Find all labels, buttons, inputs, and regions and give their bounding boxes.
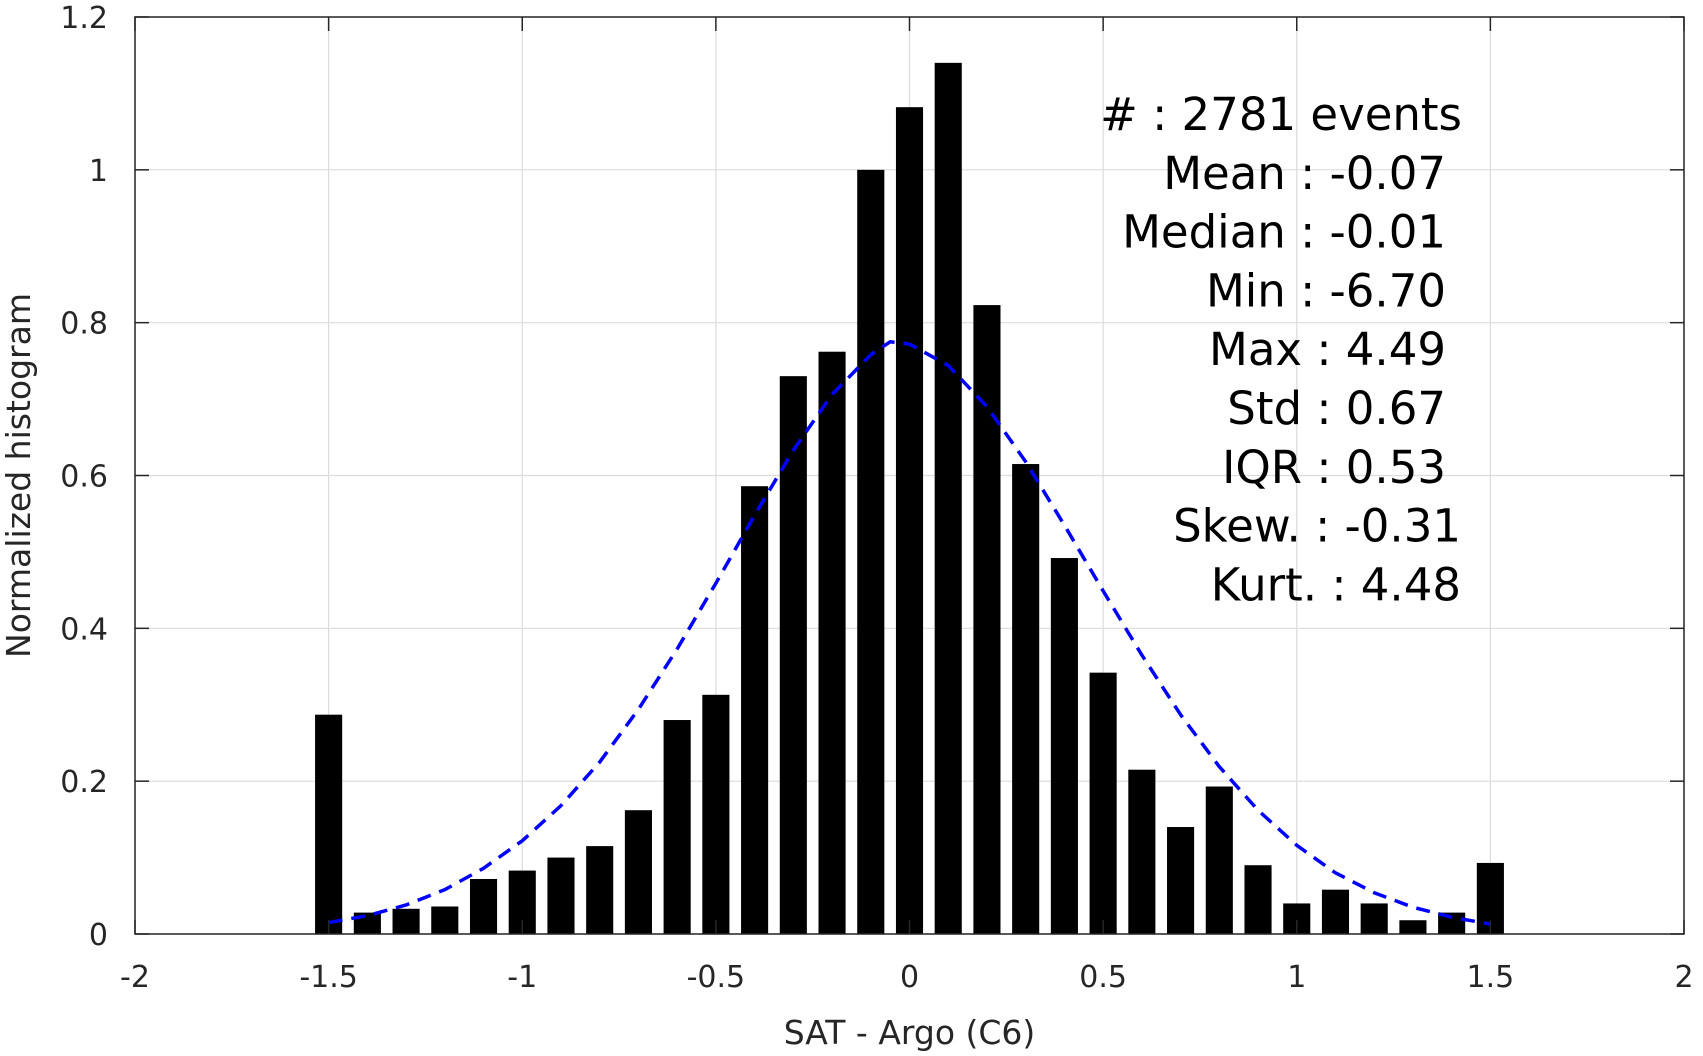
y-tick-label-6: 1.2 bbox=[60, 1, 108, 36]
y-tick-label-5: 1 bbox=[89, 154, 108, 189]
histogram-bar-24 bbox=[1244, 865, 1272, 934]
x-tick-label-4: 0 bbox=[900, 960, 919, 995]
histogram-bar-2 bbox=[392, 908, 420, 934]
x-tick-label-6: 1 bbox=[1287, 960, 1306, 995]
histogram-bar-6 bbox=[547, 857, 575, 934]
histogram-bar-28 bbox=[1399, 920, 1427, 934]
stat-line-3: Min : -6.70 bbox=[1206, 264, 1446, 317]
histogram-bar-9 bbox=[663, 720, 691, 934]
y-axis-label: Normalized histogram bbox=[0, 293, 38, 658]
axis-ticks: -2 -1.5 -1 -0.5 0 0.5 1 1.5 2 0 0.2 0.4 0.6 0.8 1 1.2 bbox=[60, 1, 1693, 995]
histogram-bar-3 bbox=[431, 906, 459, 934]
stat-line-4: Max : 4.49 bbox=[1209, 323, 1446, 376]
x-tick-label-5: 0.5 bbox=[1079, 960, 1127, 995]
x-tick-label-3: -0.5 bbox=[687, 960, 746, 995]
stat-line-5: Std : 0.67 bbox=[1227, 382, 1446, 435]
statistics-annotation: # : 2781 events Mean : -0.07 Median : -0.0… bbox=[1100, 88, 1462, 611]
histogram-bar-15 bbox=[895, 107, 924, 934]
x-tick-label-2: -1 bbox=[507, 960, 537, 995]
histogram-bar-19 bbox=[1050, 558, 1078, 934]
histogram-bar-22 bbox=[1167, 827, 1195, 934]
histogram-bars bbox=[315, 62, 1504, 935]
y-tick-label-2: 0.4 bbox=[60, 612, 108, 647]
histogram-bar-11 bbox=[741, 486, 769, 934]
histogram-bar-16 bbox=[934, 62, 962, 935]
x-tick-label-1: -1.5 bbox=[299, 960, 358, 995]
x-tick-label-7: 1.5 bbox=[1467, 960, 1515, 995]
stat-line-6: IQR : 0.53 bbox=[1222, 441, 1446, 494]
y-tick-label-3: 0.6 bbox=[60, 460, 108, 495]
histogram-bar-0 bbox=[315, 714, 343, 934]
histogram-bar-26 bbox=[1321, 889, 1350, 934]
histogram-bar-20 bbox=[1089, 672, 1117, 934]
histogram-bar-14 bbox=[857, 169, 885, 935]
histogram-bar-12 bbox=[779, 376, 807, 934]
stat-line-1: Mean : -0.07 bbox=[1163, 147, 1446, 200]
histogram-bar-7 bbox=[586, 846, 614, 934]
histogram-bar-17 bbox=[973, 305, 1001, 934]
histogram-bar-10 bbox=[702, 694, 730, 934]
x-tick-label-8: 2 bbox=[1674, 960, 1693, 995]
histogram-bar-18 bbox=[1012, 464, 1040, 934]
histogram-bar-8 bbox=[624, 810, 652, 934]
histogram-bar-13 bbox=[818, 351, 846, 935]
x-tick-label-0: -2 bbox=[120, 960, 150, 995]
histogram-bar-21 bbox=[1128, 769, 1156, 934]
histogram-bar-4 bbox=[469, 878, 498, 934]
y-tick-label-1: 0.2 bbox=[60, 765, 108, 800]
histogram-bar-29 bbox=[1438, 912, 1466, 934]
stat-line-2: Median : -0.01 bbox=[1122, 206, 1446, 259]
x-axis-label: SAT - Argo (C6) bbox=[784, 1013, 1036, 1052]
stat-line-8: Kurt. : 4.48 bbox=[1211, 558, 1461, 611]
stat-line-0: # : 2781 events bbox=[1100, 88, 1462, 141]
y-tick-label-0: 0 bbox=[89, 918, 108, 953]
stat-line-7: Skew. : -0.31 bbox=[1173, 500, 1461, 553]
y-tick-label-4: 0.8 bbox=[60, 307, 108, 342]
histogram-bar-23 bbox=[1205, 786, 1233, 934]
histogram-bar-27 bbox=[1360, 903, 1388, 934]
